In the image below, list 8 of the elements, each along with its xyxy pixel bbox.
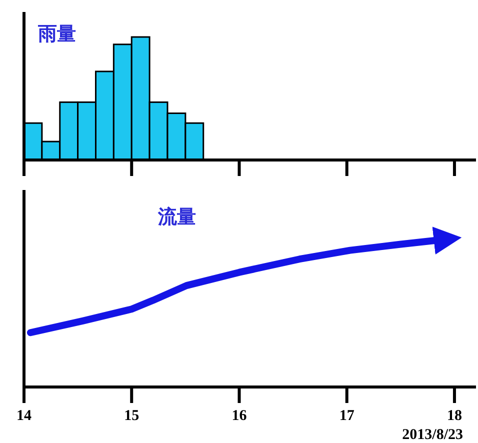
x-axis-title: 2013/8/23	[402, 427, 463, 443]
x-tick-label: 17	[339, 408, 355, 424]
chart-title: 流量	[157, 206, 196, 228]
chart-title: 雨量	[37, 23, 76, 45]
x-tick-label: 16	[232, 408, 248, 424]
x-tick-label: 15	[124, 408, 140, 424]
x-tick-label: 18	[446, 408, 462, 424]
x-tick-label: 14	[16, 408, 32, 424]
